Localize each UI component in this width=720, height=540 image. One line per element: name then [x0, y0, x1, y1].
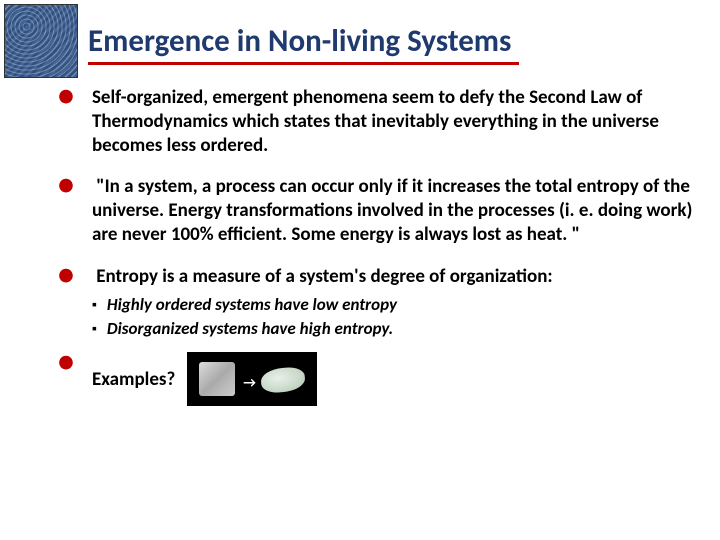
sub-bullet-marker: ▪ — [92, 294, 97, 316]
bullet-item: • Examples? → — [58, 352, 710, 406]
ice-melting-image: → — [187, 352, 317, 406]
bullet-item: • Self-organized, emergent phenomena see… — [58, 86, 710, 157]
bullet-marker: • — [58, 352, 74, 372]
corner-pattern-image — [4, 4, 78, 78]
slide-content: • Self-organized, emergent phenomena see… — [58, 86, 710, 424]
examples-label: Examples? — [92, 368, 175, 392]
bullet-item: • "In a system, a process can occur only… — [58, 175, 710, 246]
sub-text: Disorganized systems have high entropy. — [107, 318, 393, 340]
sub-text: Highly ordered systems have low entropy — [107, 294, 397, 316]
arrow-icon: → — [243, 374, 256, 392]
sub-bullet-marker: ▪ — [92, 318, 97, 340]
sub-list: ▪ Highly ordered systems have low entrop… — [92, 294, 710, 340]
bullet-text: Entropy is a measure of a system's degre… — [92, 265, 710, 289]
bullet-text: Self-organized, emergent phenomena seem … — [92, 86, 710, 157]
bullet-text: "In a system, a process can occur only i… — [92, 175, 710, 246]
sub-item: ▪ Disorganized systems have high entropy… — [92, 318, 710, 340]
bullet-marker: • — [58, 175, 74, 195]
slide-title: Emergence in Non-living Systems — [88, 22, 519, 65]
bullet-marker: • — [58, 265, 74, 285]
bullet-text: Examples? → — [92, 352, 317, 406]
bullet-marker: • — [58, 86, 74, 106]
sub-item: ▪ Highly ordered systems have low entrop… — [92, 294, 710, 316]
bullet-item: • Entropy is a measure of a system's deg… — [58, 265, 710, 343]
